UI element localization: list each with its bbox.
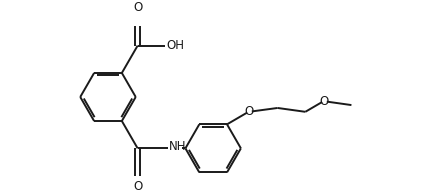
Text: O: O (319, 95, 328, 108)
Text: O: O (244, 105, 253, 118)
Text: OH: OH (166, 39, 184, 52)
Text: NH: NH (169, 139, 187, 152)
Text: O: O (133, 1, 142, 14)
Text: O: O (133, 180, 142, 193)
